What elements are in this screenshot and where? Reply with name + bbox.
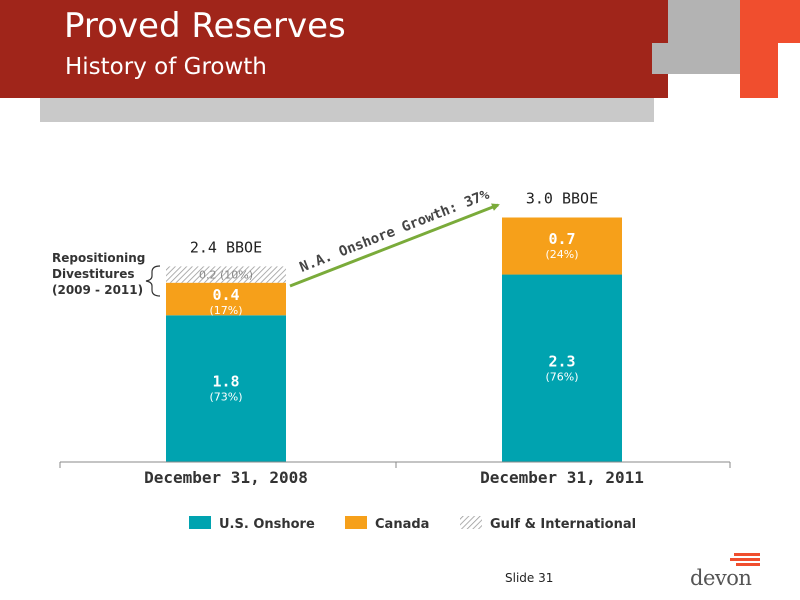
bracket-label-line-3: (2009 - 2011) <box>52 283 143 297</box>
header-orange-block <box>740 0 800 43</box>
devon-logo-text: devon <box>690 566 752 590</box>
divestiture-bracket <box>145 265 161 297</box>
legend-swatch-canada <box>345 516 367 529</box>
total-label-2: 3.0 BBOE <box>526 190 598 208</box>
value-label-canada-1: 0.4 <box>212 286 239 304</box>
pct-label-canada-1: (17%) <box>209 304 242 317</box>
value-label-us-onshore-1: 1.8 <box>212 373 239 391</box>
pct-label-canada-2: (24%) <box>545 248 578 261</box>
header-shadow-strip <box>40 98 654 122</box>
page-subtitle: History of Growth <box>65 54 267 80</box>
growth-arrow <box>289 203 500 288</box>
bar-gulf-international-1 <box>166 266 286 283</box>
pct-label-us-onshore-2: (76%) <box>545 370 578 383</box>
value-label-us-onshore-2: 2.3 <box>548 352 575 370</box>
legend-label-us-onshore: U.S. Onshore <box>219 517 315 532</box>
label-gulf-international-1: 0.2 (10%) <box>199 269 253 282</box>
slide-number: Slide 31 <box>505 571 554 585</box>
page-title: Proved Reserves <box>64 6 346 46</box>
header-orange-block-lower <box>740 43 778 98</box>
category-label-1: December 31, 2008 <box>144 468 308 487</box>
header-gray-block-lower <box>652 43 740 74</box>
growth-arrow-label: N.A. Onshore Growth: 37% <box>297 187 492 276</box>
category-label-2: December 31, 2011 <box>480 468 644 487</box>
header-gray-block <box>668 0 740 43</box>
legend-label-gulf-international: Gulf & International <box>490 517 636 532</box>
total-label-1: 2.4 BBOE <box>190 238 262 256</box>
legend-label-canada: Canada <box>375 517 429 532</box>
bracket-label-line-1: Repositioning <box>52 251 145 265</box>
legend-swatch-gulf-international <box>460 516 482 529</box>
header-banner <box>0 0 668 98</box>
bar-canada-1 <box>166 282 286 316</box>
legend-swatch-us-onshore <box>189 516 211 529</box>
bar-canada-2 <box>502 217 622 275</box>
bracket-label-line-2: Divestitures <box>52 267 135 281</box>
bar-us-onshore-1 <box>166 315 286 462</box>
bar-us-onshore-2 <box>502 274 622 462</box>
pct-label-us-onshore-1: (73%) <box>209 391 242 404</box>
value-label-canada-2: 0.7 <box>548 230 575 248</box>
